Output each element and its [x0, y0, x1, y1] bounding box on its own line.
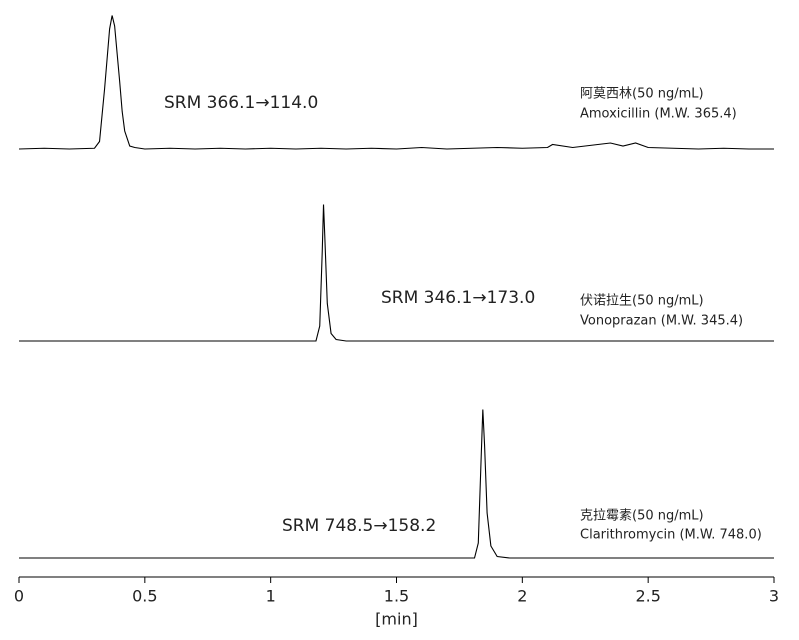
compound-info: Vonoprazan (M.W. 345.4) — [580, 314, 743, 329]
srm-label: SRM 346.1→173.0 — [381, 288, 535, 308]
compound-name: 阿莫西林(50 ng/mL) — [580, 87, 704, 102]
compound-name: 克拉霉素(50 ng/mL) — [580, 509, 704, 524]
compound-info: Clarithromycin (M.W. 748.0) — [580, 528, 762, 543]
srm-label: SRM 366.1→114.0 — [164, 93, 318, 113]
srm-label: SRM 748.5→158.2 — [282, 516, 436, 536]
trace — [19, 409, 774, 559]
x-tick-label: 1.5 — [384, 587, 409, 606]
x-tick-label: 2.5 — [635, 587, 660, 606]
x-tick-label: 3 — [769, 587, 779, 606]
x-tick-label: 0.5 — [132, 587, 157, 606]
x-tick-label: 1 — [266, 587, 276, 606]
compound-info: Amoxicillin (M.W. 365.4) — [580, 107, 737, 122]
x-axis-label: [min] — [375, 610, 418, 629]
x-tick-label: 0 — [14, 587, 24, 606]
trace — [18, 15, 774, 150]
x-tick-label: 2 — [517, 587, 527, 606]
compound-name: 伏诺拉生(50 ng/mL) — [580, 294, 704, 309]
trace — [19, 204, 774, 342]
